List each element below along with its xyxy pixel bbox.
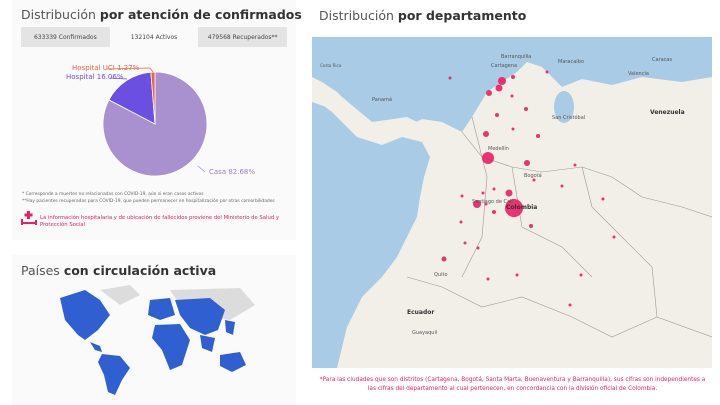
card-title: Países con circulación activa: [21, 263, 217, 278]
confirmed-distribution-card: Distribución por atención de confirmados…: [12, 0, 302, 240]
department-marker[interactable]: [515, 273, 519, 277]
department-marker[interactable]: [510, 94, 514, 98]
department-marker[interactable]: [601, 197, 605, 201]
tab-activos[interactable]: 132104 Activos: [109, 27, 199, 47]
map-label-panama: Panamá: [372, 97, 393, 103]
department-marker[interactable]: [568, 303, 572, 307]
status-tabs: 633339 Confirmados 132104 Activos 479568…: [21, 27, 287, 47]
info-text: La información hospitalaria y de ubicaci…: [40, 215, 280, 228]
map-label-valencia: Valencia: [628, 71, 649, 77]
map-label-medellin: Medellín: [488, 146, 509, 152]
department-marker[interactable]: [573, 163, 577, 167]
note-1: * Corresponde a muertes no relacionadas …: [22, 192, 204, 197]
department-marker[interactable]: [545, 70, 549, 74]
leader-line: [106, 67, 154, 73]
department-marker[interactable]: [486, 90, 492, 96]
card-title: Distribución por departamento: [319, 8, 527, 23]
department-distribution-card: Distribución por departamento Barranquil…: [305, 0, 720, 405]
department-marker[interactable]: [612, 235, 616, 239]
department-marker[interactable]: [498, 77, 506, 85]
department-marker[interactable]: [524, 107, 528, 111]
map-label-caracas: Caracas: [652, 57, 673, 63]
department-marker[interactable]: [524, 160, 530, 166]
hospital-bed-icon: [21, 211, 37, 225]
department-marker[interactable]: [476, 246, 480, 250]
footnote: *Para las ciudades que son distritos (Ca…: [319, 377, 706, 392]
label-uci: Hospital UCI 1.27%: [72, 64, 140, 72]
map-label-maracaibo: Maracaibo: [558, 59, 584, 65]
department-marker[interactable]: [459, 220, 463, 224]
department-marker[interactable]: [481, 191, 485, 195]
department-marker[interactable]: [560, 184, 564, 188]
department-marker[interactable]: [483, 131, 489, 137]
department-marker[interactable]: [495, 113, 499, 117]
department-marker[interactable]: [505, 199, 523, 217]
department-marker[interactable]: [505, 189, 513, 197]
map-label-colombia: Colombia: [506, 204, 538, 211]
tab-recuperados[interactable]: 479568 Recuperados**: [207, 33, 278, 41]
department-marker[interactable]: [482, 152, 494, 164]
tab-confirmados[interactable]: 633339 Confirmados: [33, 33, 97, 41]
map-label-san-cristobal: San Cristóbal: [552, 115, 586, 121]
label-hospital: Hospital 16.06%: [66, 73, 124, 81]
map-labels: Barranquilla Cartagena Maracaibo Caracas…: [312, 37, 712, 368]
department-marker[interactable]: [529, 224, 533, 228]
slice-hospital[interactable]: [108, 71, 156, 125]
map-label-quito: Quito: [434, 272, 448, 278]
department-marker[interactable]: [492, 187, 496, 191]
map-label-venezuela: Venezuela: [650, 109, 685, 116]
department-marker[interactable]: [532, 178, 536, 182]
map-label-cali: Santiago de Cali: [472, 199, 513, 205]
label-casa: Casa 82.68%: [209, 168, 256, 176]
leader-line: [197, 165, 206, 173]
note-2: **Hay pacientes recuperados para COVID-1…: [22, 199, 275, 204]
department-marker[interactable]: [460, 194, 464, 198]
map-label-barranquilla: Barranquilla: [501, 54, 532, 60]
map-label-guayaquil: Guayaquil: [412, 330, 438, 336]
department-map[interactable]: [312, 37, 712, 368]
department-marker[interactable]: [536, 134, 540, 138]
department-marker[interactable]: [463, 241, 467, 245]
department-marker[interactable]: [448, 76, 452, 80]
department-marker[interactable]: [486, 277, 490, 281]
attention-pie-chart: [102, 67, 208, 177]
leader-line: [109, 77, 128, 80]
countries-card: Países con circulación activa: [12, 255, 296, 405]
department-marker[interactable]: [511, 75, 515, 79]
map-label-costa-rica: Costa Rica: [320, 63, 342, 68]
map-label-ecuador: Ecuador: [407, 309, 435, 316]
map-label-bogota: Bogotá: [524, 173, 542, 179]
department-marker[interactable]: [579, 273, 583, 277]
department-marker[interactable]: [492, 210, 496, 214]
world-map[interactable]: [40, 280, 260, 400]
department-marker[interactable]: [511, 127, 515, 131]
map-label-cartagena: Cartagena: [491, 63, 518, 69]
department-marker[interactable]: [495, 84, 503, 92]
card-title: Distribución por atención de confirmados: [21, 7, 302, 22]
department-marker[interactable]: [441, 256, 447, 262]
department-marker[interactable]: [473, 200, 481, 208]
department-marker[interactable]: [484, 202, 488, 206]
